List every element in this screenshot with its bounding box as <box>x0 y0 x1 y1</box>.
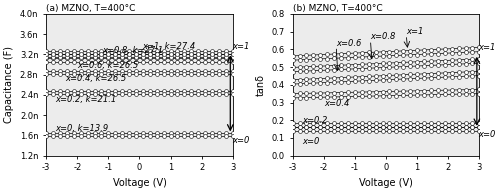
Text: x=1: x=1 <box>232 42 249 51</box>
Text: x=0: x=0 <box>478 131 496 140</box>
Y-axis label: Capacitance (F): Capacitance (F) <box>4 46 14 123</box>
Text: (a) MZNO, T=400°C: (a) MZNO, T=400°C <box>46 4 136 13</box>
Text: x=0: x=0 <box>232 136 249 145</box>
Text: x=1, k=27.4: x=1, k=27.4 <box>142 42 196 51</box>
Text: x=1: x=1 <box>406 27 423 36</box>
X-axis label: Voltage (V): Voltage (V) <box>112 178 166 188</box>
Text: (b) MZNO, T=400°C: (b) MZNO, T=400°C <box>292 4 382 13</box>
Text: x=0.2: x=0.2 <box>302 116 328 125</box>
Text: x=0.8: x=0.8 <box>370 32 396 41</box>
Y-axis label: tanδ: tanδ <box>256 74 266 96</box>
Text: x=0.6, k=26.5: x=0.6, k=26.5 <box>77 60 138 70</box>
Text: x=0.6: x=0.6 <box>336 39 361 48</box>
X-axis label: Voltage (V): Voltage (V) <box>359 178 413 188</box>
Text: x=0.4: x=0.4 <box>324 99 349 108</box>
Text: x=0.2, k=21.1: x=0.2, k=21.1 <box>56 95 116 104</box>
Text: x=1: x=1 <box>478 43 496 52</box>
Text: x=0.4, k=26.5: x=0.4, k=26.5 <box>65 74 126 83</box>
Text: x=0: x=0 <box>302 137 320 146</box>
Text: x=0.8, k=27.1: x=0.8, k=27.1 <box>102 46 164 55</box>
Text: x=0, k=13.9: x=0, k=13.9 <box>56 124 108 133</box>
